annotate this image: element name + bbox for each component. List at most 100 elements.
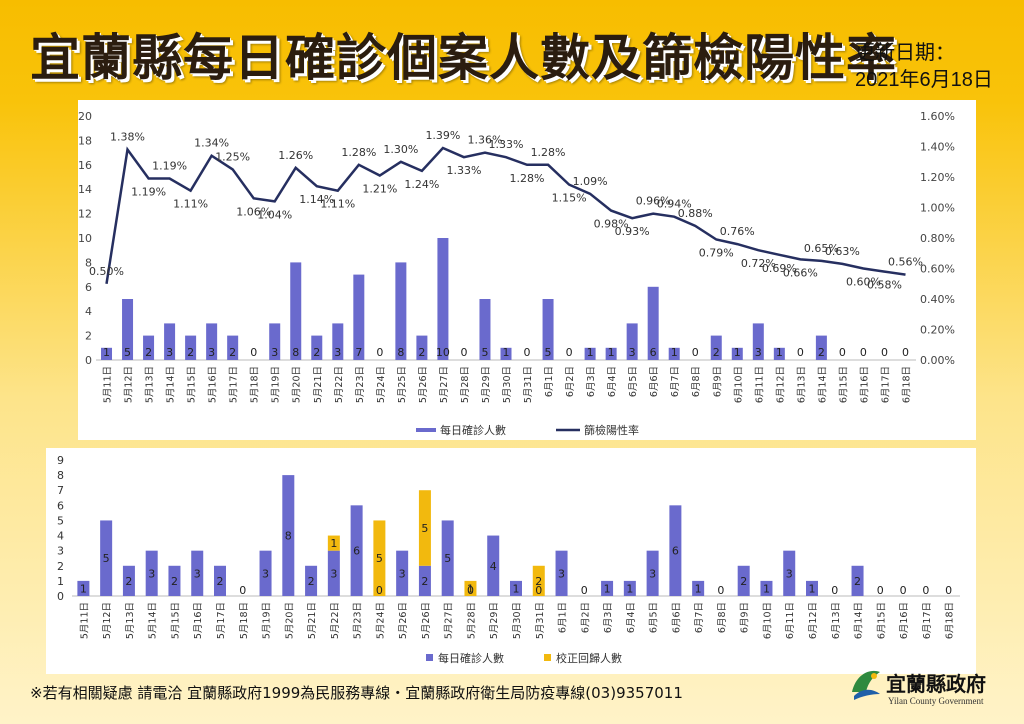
bar [168, 565, 181, 596]
line-data-label: 1.11% [320, 198, 355, 211]
bar [100, 520, 113, 596]
bar-data-label: 3 [558, 567, 565, 580]
bar [851, 565, 864, 596]
line-data-label: 1.04% [257, 208, 292, 221]
bar [773, 347, 785, 360]
x-tick-label: 6月7日 [694, 602, 705, 633]
bar-corrected-data-label: 5 [421, 522, 428, 535]
legend-bar-swatch [416, 428, 436, 432]
x-tick-label: 6月1日 [544, 366, 555, 397]
y-left-tick-label: 10 [78, 232, 92, 245]
x-tick-label: 5月14日 [148, 602, 159, 639]
bar-data-label: 0 [717, 584, 724, 597]
x-tick-label: 6月16日 [859, 366, 870, 403]
line-data-label: 1.36% [467, 134, 502, 147]
bar-data-label: 0 [376, 346, 383, 359]
x-tick-label: 5月29日 [481, 366, 492, 403]
x-tick-label: 5月16日 [193, 602, 204, 639]
bar-data-label: 2 [308, 575, 315, 588]
bar-data-label: 1 [80, 582, 87, 595]
bar-data-label: 1 [587, 346, 594, 359]
bar-corrected [532, 565, 545, 596]
bar-data-label: 5 [103, 552, 110, 565]
bar [305, 565, 318, 596]
y-right-tick-label: 1.00% [920, 202, 955, 215]
x-tick-label: 6月18日 [901, 366, 912, 403]
bar-data-label: 1 [695, 582, 702, 595]
bar-corrected-data-label: 2 [535, 575, 542, 588]
line-data-label: 1.19% [152, 160, 187, 173]
bar-data-label: 4 [490, 560, 497, 573]
y-left-tick-label: 16 [78, 159, 92, 172]
x-tick-label: 6月13日 [796, 366, 807, 403]
bar [646, 550, 659, 596]
bar [669, 505, 682, 596]
y-left-tick-label: 14 [78, 183, 92, 196]
bar [77, 580, 90, 596]
y-right-tick-label: 0.40% [920, 293, 955, 306]
y-left-tick-label: 6 [85, 281, 92, 294]
x-tick-label: 5月30日 [512, 602, 523, 639]
bar-data-label: 0 [797, 346, 804, 359]
x-tick-label: 6月17日 [880, 366, 891, 403]
x-tick-label: 5月12日 [102, 602, 113, 639]
bar-data-label: 0 [900, 584, 907, 597]
bar-data-label: 7 [355, 346, 362, 359]
bar-data-label: 3 [166, 346, 173, 359]
x-tick-label: 6月7日 [670, 366, 681, 397]
x-tick-label: 6月11日 [754, 366, 765, 403]
bar [396, 550, 409, 596]
bar-data-label: 0 [922, 584, 929, 597]
x-tick-label: 6月4日 [607, 366, 618, 397]
x-tick-label: 5月18日 [250, 366, 261, 403]
bar [327, 550, 340, 596]
bar [500, 347, 512, 360]
bar-data-label: 1 [513, 582, 520, 595]
x-tick-label: 5月17日 [216, 602, 227, 639]
bar [350, 505, 363, 596]
bar-corrected [373, 520, 386, 596]
bar-data-label: 3 [148, 567, 155, 580]
series-line [105, 146, 906, 284]
x-tick-label: 5月20日 [292, 366, 303, 403]
line-data-label: 1.21% [362, 182, 397, 195]
legend-bar-label: 每日確診人數 [440, 423, 506, 437]
org-logo: 宜蘭縣政府 Yilan County Government [848, 664, 1018, 714]
bar-data-label: 2 [818, 346, 825, 359]
x-tick-label: 5月27日 [444, 602, 455, 639]
bar [806, 580, 818, 596]
x-tick-label: 5月24日 [376, 366, 387, 403]
bar [737, 565, 750, 596]
x-tick-label: 6月2日 [565, 366, 576, 397]
bar-data-label: 0 [831, 584, 838, 597]
bar [282, 475, 295, 596]
bar-data-label: 3 [330, 567, 337, 580]
bar [510, 580, 522, 596]
x-tick-label: 6月2日 [580, 602, 591, 633]
bar-data-label: 0 [860, 346, 867, 359]
bar-data-label: 1 [503, 346, 510, 359]
bar-data-label: 3 [786, 567, 793, 580]
x-tick-label: 5月26日 [398, 602, 409, 639]
bar [259, 550, 272, 596]
bar [605, 347, 617, 360]
top-chart-panel: 0 2 4 6 8 10 12 14 16 18 20 0.00% 0.20% 0.40% 0.60% 0.8… [78, 100, 976, 440]
y-right-tick-label: 1.60% [920, 110, 955, 123]
x-tick-label: 6月6日 [671, 602, 682, 633]
x-tick-label: 5月15日 [187, 366, 198, 403]
x-tick-label: 5月11日 [103, 366, 114, 403]
bar-data-label: 2 [229, 346, 236, 359]
bar-data-label: 0 [535, 584, 542, 597]
x-tick-label: 5月29日 [489, 602, 500, 639]
bar [437, 238, 449, 360]
x-tick-label: 6月17日 [922, 602, 933, 639]
yilan-emblem-icon [852, 670, 880, 700]
bar-data-label: 8 [292, 346, 299, 359]
x-tick-label: 5月27日 [439, 366, 450, 403]
bar-data-label: 1 [103, 346, 110, 359]
x-tick-label: 5月12日 [124, 366, 135, 403]
bar [555, 550, 568, 596]
x-tick-label: 5月19日 [262, 602, 273, 639]
bar [647, 286, 659, 360]
bar [122, 299, 134, 360]
